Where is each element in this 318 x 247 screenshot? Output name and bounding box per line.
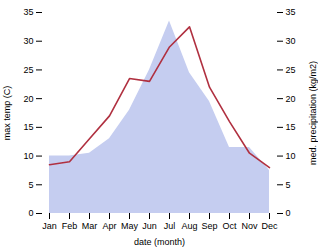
svg-text:max temp (C): max temp (C) <box>2 86 12 141</box>
svg-text:15: 15 <box>286 122 296 132</box>
svg-text:20: 20 <box>286 94 296 104</box>
svg-text:20: 20 <box>23 94 33 104</box>
svg-text:15: 15 <box>23 122 33 132</box>
svg-text:Dec: Dec <box>261 221 278 231</box>
svg-text:May: May <box>121 221 139 231</box>
svg-text:0: 0 <box>28 208 33 218</box>
svg-text:Nov: Nov <box>241 221 258 231</box>
svg-text:5: 5 <box>28 180 33 190</box>
svg-text:med. precipitation (kg/m2): med. precipitation (kg/m2) <box>308 61 318 165</box>
svg-text:35: 35 <box>23 7 33 17</box>
svg-text:Jan: Jan <box>42 221 57 231</box>
svg-text:Oct: Oct <box>222 221 237 231</box>
svg-text:Jun: Jun <box>142 221 157 231</box>
svg-text:0: 0 <box>286 208 291 218</box>
svg-text:5: 5 <box>286 180 291 190</box>
svg-text:25: 25 <box>23 65 33 75</box>
svg-text:Mar: Mar <box>82 221 98 231</box>
svg-text:30: 30 <box>23 36 33 46</box>
svg-text:10: 10 <box>286 151 296 161</box>
svg-text:25: 25 <box>286 65 296 75</box>
svg-text:date (month): date (month) <box>134 237 185 247</box>
svg-text:Aug: Aug <box>181 221 197 231</box>
svg-text:Jul: Jul <box>164 221 176 231</box>
svg-text:10: 10 <box>23 151 33 161</box>
svg-text:Apr: Apr <box>102 221 116 231</box>
svg-text:Feb: Feb <box>62 221 78 231</box>
svg-text:35: 35 <box>286 7 296 17</box>
svg-text:30: 30 <box>286 36 296 46</box>
svg-text:Sep: Sep <box>201 221 217 231</box>
